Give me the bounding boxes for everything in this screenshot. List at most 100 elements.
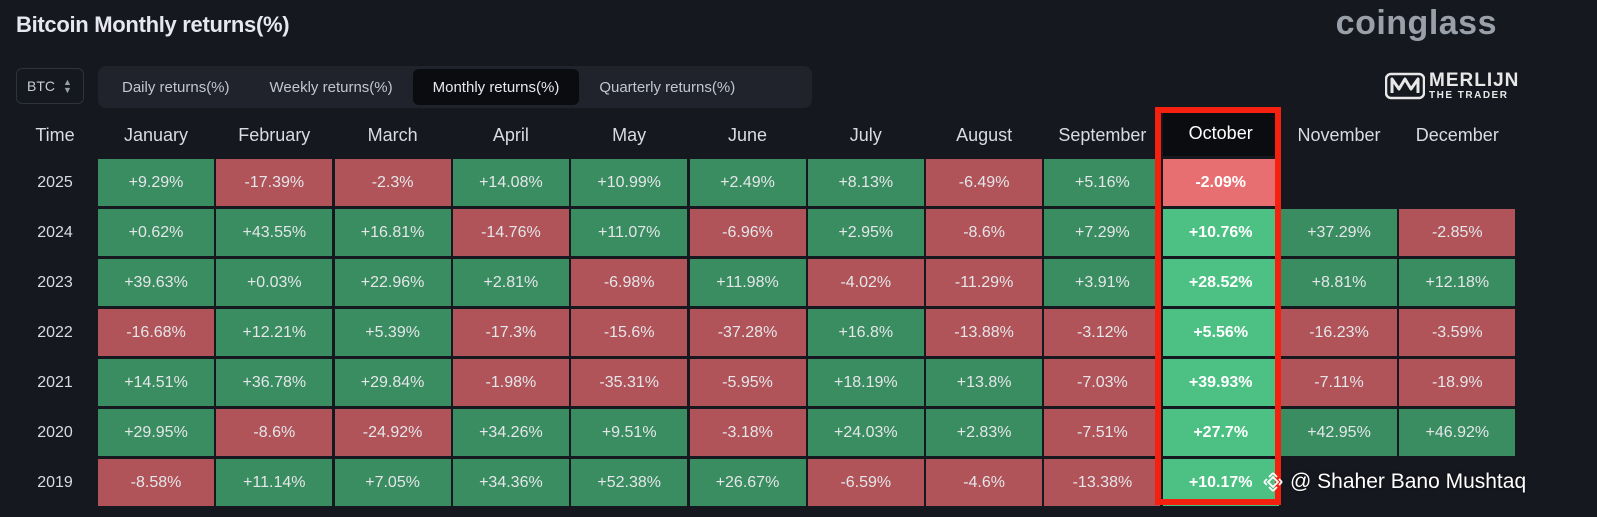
month-header: May xyxy=(612,124,647,145)
year-label: 2019 xyxy=(37,474,73,491)
month-header: June xyxy=(727,124,768,145)
return-cell: +14.08% xyxy=(452,159,569,206)
return-cell: +39.63% xyxy=(98,259,214,306)
coinglass-logo: coinglass xyxy=(1335,4,1497,42)
returns-tabs: Daily returns(%) Weekly returns(%) Month… xyxy=(98,66,812,108)
return-cell: +22.96% xyxy=(334,259,451,306)
return-cell: -3.18% xyxy=(689,409,806,456)
return-cell: +34.26% xyxy=(452,409,569,456)
return-cell: +46.92% xyxy=(1399,409,1516,456)
return-cell: +0.62% xyxy=(98,209,214,256)
return-cell: -6.59% xyxy=(807,459,924,506)
merlijn-logo: MERLIJN THE TRADER xyxy=(1385,70,1519,102)
month-header: November xyxy=(1297,124,1381,145)
symbol-select[interactable]: BTC ▲ ▼ xyxy=(16,68,84,104)
return-cell: -24.92% xyxy=(334,409,451,456)
return-cell: -2.09% xyxy=(1162,159,1279,206)
return-cell: -17.3% xyxy=(452,309,569,356)
return-cell: +26.67% xyxy=(689,459,806,506)
return-cell: -13.38% xyxy=(1044,459,1161,506)
return-cell: -13.88% xyxy=(926,309,1043,356)
return-cell: -7.51% xyxy=(1044,409,1161,456)
return-cell: +7.29% xyxy=(1044,209,1161,256)
month-header: August xyxy=(956,124,1013,145)
return-cell: +0.03% xyxy=(216,259,333,306)
return-cell: +29.84% xyxy=(334,359,451,406)
month-header: December xyxy=(1415,124,1499,145)
return-cell: +29.95% xyxy=(98,409,214,456)
return-cell: -16.23% xyxy=(1281,309,1397,356)
return-cell: -5.95% xyxy=(689,359,806,406)
return-cell: +42.95% xyxy=(1281,409,1397,456)
merlijn-mark-icon xyxy=(1385,72,1425,100)
return-cell: +39.93% xyxy=(1162,359,1279,406)
return-cell: -6.96% xyxy=(689,209,806,256)
tab-quarterly-returns[interactable]: Quarterly returns(%) xyxy=(599,78,736,96)
merlijn-logo-line2: THE TRADER xyxy=(1429,90,1509,101)
month-header: July xyxy=(849,124,882,145)
return-cell: -6.98% xyxy=(571,259,688,306)
return-cell: +11.98% xyxy=(689,259,806,306)
merlijn-logo-line1: MERLIJN xyxy=(1429,70,1520,91)
return-cell: -8.6% xyxy=(216,409,333,456)
return-cell: +11.14% xyxy=(216,459,333,506)
return-cell: +43.55% xyxy=(216,209,333,256)
return-cell: +12.18% xyxy=(1399,259,1516,306)
return-cell: -7.03% xyxy=(1044,359,1161,406)
month-header: October xyxy=(1162,110,1279,156)
return-cell: +2.49% xyxy=(689,159,806,206)
month-header: March xyxy=(367,124,418,145)
return-cell: +37.29% xyxy=(1281,209,1397,256)
tab-weekly-returns[interactable]: Weekly returns(%) xyxy=(269,78,393,96)
return-cell: +2.83% xyxy=(926,409,1043,456)
return-cell: -6.49% xyxy=(926,159,1043,206)
time-header: Time xyxy=(35,124,75,145)
return-cell: +10.99% xyxy=(571,159,688,206)
return-cell: -35.31% xyxy=(571,359,688,406)
return-cell: +24.03% xyxy=(807,409,924,456)
return-cell: -2.3% xyxy=(334,159,451,206)
return-cell: +12.21% xyxy=(216,309,333,356)
return-cell: +11.07% xyxy=(571,209,688,256)
return-cell: +9.51% xyxy=(571,409,688,456)
return-cell: +8.81% xyxy=(1281,259,1397,306)
return-cell: +5.56% xyxy=(1162,309,1279,356)
return-cell: -11.29% xyxy=(926,259,1043,306)
return-cell: +14.51% xyxy=(98,359,214,406)
return-cell: +18.19% xyxy=(807,359,924,406)
return-cell: -4.6% xyxy=(926,459,1043,506)
return-cell: -3.12% xyxy=(1044,309,1161,356)
return-cell: -15.6% xyxy=(571,309,688,356)
watermark-text: @ Shaher Bano Mushtaq xyxy=(1290,470,1527,493)
return-cell: +16.81% xyxy=(334,209,451,256)
binance-icon xyxy=(1263,472,1283,492)
return-cell: -17.39% xyxy=(216,159,333,206)
return-cell: -37.28% xyxy=(689,309,806,356)
return-cell: -2.85% xyxy=(1399,209,1516,256)
tab-daily-returns[interactable]: Daily returns(%) xyxy=(122,78,230,96)
return-cell: +3.91% xyxy=(1044,259,1161,306)
return-cell: +34.36% xyxy=(452,459,569,506)
year-label: 2024 xyxy=(37,224,73,241)
year-label: 2021 xyxy=(37,374,73,391)
return-cell: +5.39% xyxy=(334,309,451,356)
return-cell: +7.05% xyxy=(334,459,451,506)
year-label: 2023 xyxy=(37,274,73,291)
month-header: February xyxy=(238,124,311,145)
return-cell: -3.59% xyxy=(1399,309,1516,356)
return-cell: +9.29% xyxy=(98,159,214,206)
return-cell: -14.76% xyxy=(452,209,569,256)
return-cell: -1.98% xyxy=(452,359,569,406)
return-cell: -18.9% xyxy=(1399,359,1516,406)
return-cell: -7.11% xyxy=(1281,359,1397,406)
tab-monthly-returns[interactable]: Monthly returns(%) xyxy=(412,69,580,105)
month-header: September xyxy=(1058,124,1147,145)
return-cell: +2.81% xyxy=(452,259,569,306)
month-header: January xyxy=(123,124,189,145)
return-cell: -16.68% xyxy=(98,309,214,356)
year-label: 2020 xyxy=(37,424,73,441)
return-cell: +8.13% xyxy=(807,159,924,206)
watermark: @ Shaher Bano Mushtaq xyxy=(1262,470,1526,494)
return-cell: +27.7% xyxy=(1162,409,1279,456)
month-header: April xyxy=(492,124,529,145)
